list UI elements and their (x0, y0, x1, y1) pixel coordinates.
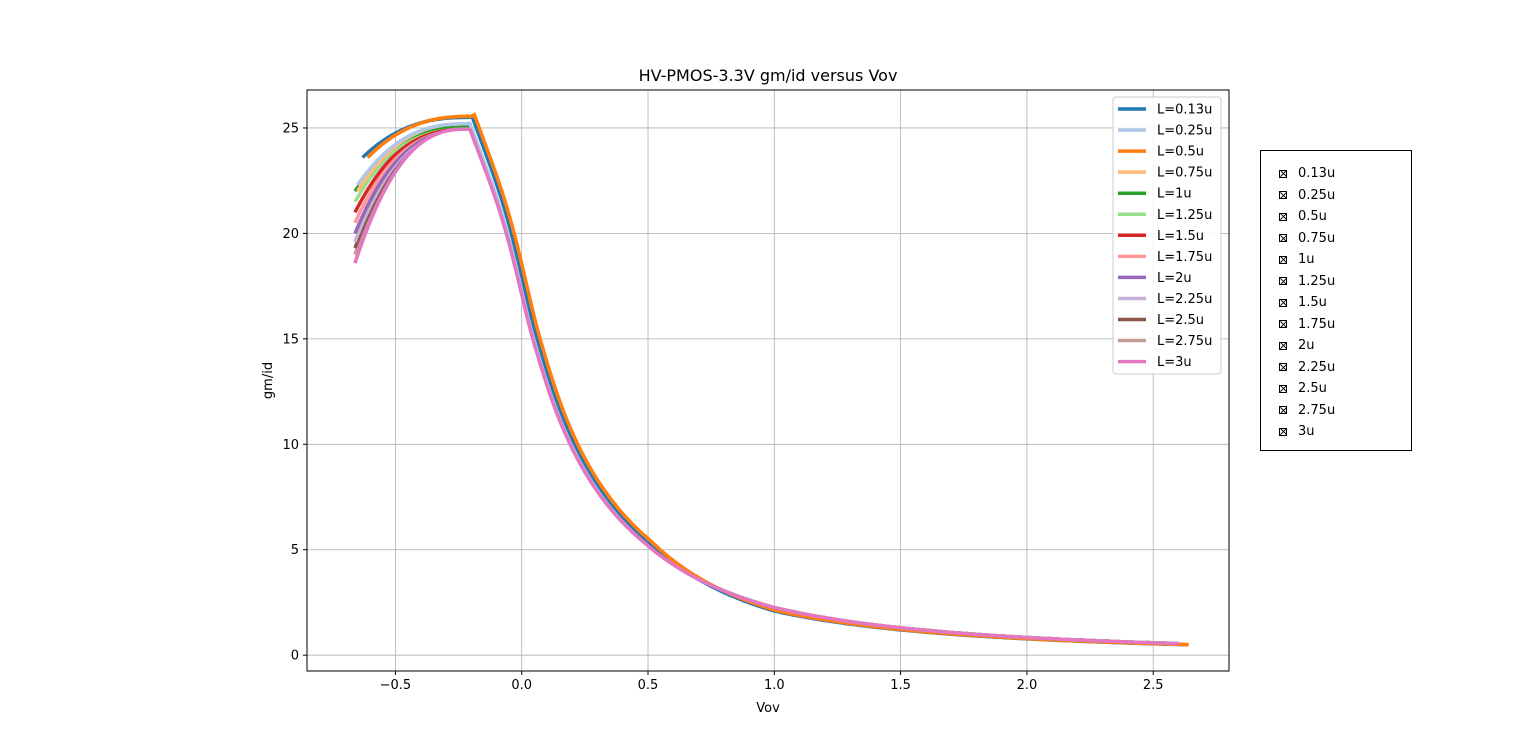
legend-entry: L=2u (1157, 271, 1192, 286)
y-axis-label: gm/id (261, 362, 276, 399)
checkbox-icon[interactable] (1279, 384, 1287, 393)
legend: L=0.13u L=0.25u L=0.5u L=0.75u L=1u L=1.25u L=… (1112, 96, 1222, 375)
y-axis-ticks: 0 5 10 15 20 25 (282, 121, 307, 664)
series-toggle-1.25u[interactable]: 1.25u (1279, 271, 1411, 293)
legend-entry: L=0.75u (1157, 166, 1212, 181)
x-axis-label: Vov (756, 701, 780, 716)
series-line-highlight (366, 112, 1189, 647)
x-axis-ticks: −0.5 0.0 0.5 1.0 1.5 2.0 2.5 (380, 671, 1164, 693)
legend-entry: L=2.75u (1157, 334, 1212, 349)
series-line-2 (356, 121, 1179, 646)
checkbox-icon[interactable] (1279, 234, 1287, 243)
y-tick-label: 5 (291, 543, 299, 558)
checkbox-icon[interactable] (1279, 277, 1287, 286)
y-tick-label: 0 (291, 649, 299, 664)
y-tick-label: 25 (282, 121, 299, 136)
legend-entry: L=1.25u (1157, 208, 1212, 223)
plot-frame (306, 89, 1230, 672)
series-toggle-label: 2.25u (1298, 359, 1336, 375)
checkbox-icon[interactable] (1279, 169, 1287, 178)
series-toggle-label: 0.75u (1298, 230, 1336, 246)
series-toggle-label: 2.75u (1298, 402, 1336, 418)
series-toggle-2.5u[interactable]: 2.5u (1279, 378, 1411, 400)
series-line-13 (353, 127, 1179, 646)
chart-title: HV-PMOS-3.3V gm/id versus Vov (639, 66, 898, 85)
series-toggle-label: 2.5u (1298, 381, 1327, 397)
x-tick-label: 2.5 (1143, 678, 1164, 693)
series-toggle-label: 0.25u (1298, 187, 1336, 203)
legend-entry: L=0.13u (1157, 103, 1212, 118)
checkbox-icon[interactable] (1279, 191, 1287, 200)
x-tick-label: −0.5 (380, 678, 412, 693)
x-tick-label: 0.5 (638, 678, 659, 693)
series-line-1 (361, 114, 1184, 647)
series-toggle-panel: 0.13u 0.25u 0.5u 0.75u 1u 1.25u 1.5u 1.75u 2u 2.2… (1260, 150, 1412, 451)
series-toggle-label: 2u (1298, 338, 1315, 354)
series-line-top (353, 127, 1179, 646)
series-toggle-1.75u[interactable]: 1.75u (1279, 314, 1411, 336)
series-line-3 (366, 112, 1189, 647)
legend-entry: L=1u (1157, 187, 1192, 202)
checkbox-icon[interactable] (1279, 212, 1287, 221)
series-toggle-0.75u[interactable]: 0.75u (1279, 228, 1411, 250)
legend-entry: L=1.75u (1157, 250, 1212, 265)
series-layer (353, 112, 1189, 647)
series-toggle-label: 3u (1298, 424, 1315, 440)
series-line-6 (353, 124, 1179, 646)
series-toggle-label: 1.25u (1298, 273, 1336, 289)
series-line-12 (353, 126, 1179, 646)
x-tick-label: 1.5 (890, 678, 911, 693)
legend-entry: L=1.5u (1157, 229, 1204, 244)
grid-lines (307, 90, 1229, 671)
series-line-10 (353, 126, 1179, 646)
x-tick-label: 2.0 (1017, 678, 1038, 693)
checkbox-icon[interactable] (1279, 406, 1287, 415)
series-toggle-1u[interactable]: 1u (1279, 249, 1411, 271)
checkbox-icon[interactable] (1279, 320, 1287, 329)
series-toggle-0.25u[interactable]: 0.25u (1279, 185, 1411, 207)
y-tick-label: 20 (282, 227, 299, 242)
series-line-8 (353, 125, 1179, 646)
series-line-5 (353, 124, 1179, 646)
series-toggle-label: 1.75u (1298, 316, 1336, 332)
checkbox-icon[interactable] (1279, 427, 1287, 436)
series-toggle-2.25u[interactable]: 2.25u (1279, 357, 1411, 379)
series-toggle-2.75u[interactable]: 2.75u (1279, 400, 1411, 422)
series-toggle-label: 1.5u (1298, 295, 1327, 311)
legend-entry: L=0.5u (1157, 145, 1204, 160)
series-toggle-0.13u[interactable]: 0.13u (1279, 163, 1411, 185)
series-toggle-2u[interactable]: 2u (1279, 335, 1411, 357)
legend-entry: L=2.25u (1157, 292, 1212, 307)
checkbox-icon[interactable] (1279, 341, 1287, 350)
series-toggle-3u[interactable]: 3u (1279, 421, 1411, 443)
y-tick-label: 10 (282, 438, 299, 453)
y-tick-label: 15 (282, 332, 299, 347)
checkbox-icon[interactable] (1279, 363, 1287, 372)
series-toggle-1.5u[interactable]: 1.5u (1279, 292, 1411, 314)
series-toggle-label: 0.13u (1298, 166, 1336, 182)
series-toggle-0.5u[interactable]: 0.5u (1279, 206, 1411, 228)
x-tick-label: 0.0 (511, 678, 532, 693)
checkbox-icon[interactable] (1279, 298, 1287, 307)
legend-box (1112, 96, 1222, 375)
x-tick-label: 1.0 (764, 678, 785, 693)
series-line-7 (353, 125, 1179, 646)
legend-entry: L=3u (1157, 355, 1192, 370)
series-toggle-label: 1u (1298, 252, 1315, 268)
legend-entry: L=0.25u (1157, 124, 1212, 139)
series-line-11 (353, 126, 1179, 646)
checkbox-icon[interactable] (1279, 255, 1287, 264)
series-toggle-label: 0.5u (1298, 209, 1327, 225)
series-line-9 (353, 126, 1179, 646)
legend-entry: L=2.5u (1157, 313, 1204, 328)
series-line-4 (356, 121, 1179, 646)
